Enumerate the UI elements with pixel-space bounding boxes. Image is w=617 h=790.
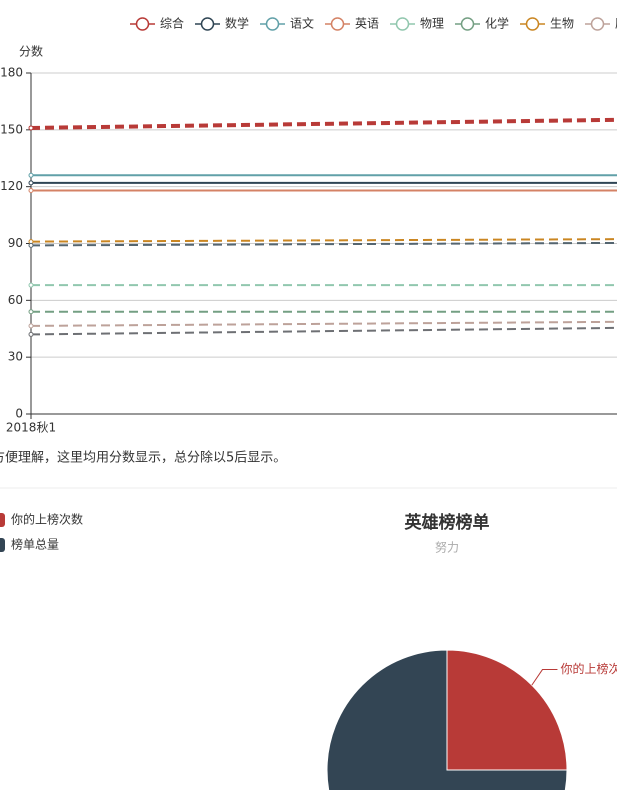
legend-icon xyxy=(395,17,410,31)
y-tick-label: 120 xyxy=(0,179,23,193)
legend-icon xyxy=(0,538,5,552)
series-line xyxy=(30,241,617,247)
series-line xyxy=(30,326,617,336)
series-line xyxy=(30,238,617,243)
y-axis-label: 分数 xyxy=(19,44,43,59)
legend-icon xyxy=(0,513,5,527)
legend-icon xyxy=(460,17,475,31)
legend-icon xyxy=(135,17,150,31)
point xyxy=(28,125,34,131)
pie-slice xyxy=(326,649,568,790)
legend-icon xyxy=(590,17,605,31)
note: 方便理解，这里均用分数显示，总分除以5后显示。 xyxy=(0,450,286,466)
pie-title: 英雄榜榜单 xyxy=(405,512,490,533)
point xyxy=(28,187,34,193)
legend-label: 英语 xyxy=(355,17,379,31)
point xyxy=(28,282,34,288)
legend-icon xyxy=(265,17,280,31)
legend-label: 语文 xyxy=(290,16,314,31)
legend-label: 数学 xyxy=(225,16,249,31)
y-tick-label: 150 xyxy=(0,122,23,136)
y-tick-label: 30 xyxy=(8,350,23,364)
point xyxy=(28,331,34,337)
point xyxy=(28,309,34,315)
legend-label: 生物 xyxy=(550,17,574,31)
legend-label: 物理 xyxy=(420,17,444,31)
legend-icon xyxy=(330,17,345,31)
legend-icon xyxy=(200,17,215,31)
label-line xyxy=(531,669,558,686)
series-line xyxy=(30,117,617,130)
pie-slice xyxy=(446,649,568,771)
point xyxy=(28,323,34,329)
legend-label: 历史 xyxy=(615,17,617,31)
legend-label: 榜单总量 xyxy=(11,537,59,552)
y-tick-label: 180 xyxy=(0,66,23,80)
legend-label: 综合 xyxy=(160,16,184,31)
legend-icon xyxy=(525,17,540,31)
y-tick-label: 90 xyxy=(8,236,23,250)
y-tick-label: 0 xyxy=(15,407,23,421)
series-line xyxy=(30,320,617,327)
legend-label: 你的上榜次数 xyxy=(11,512,83,527)
legend-label: 化学 xyxy=(485,16,509,31)
point xyxy=(28,172,34,178)
slice-label: 你的上榜次数 xyxy=(560,661,617,676)
pie-subtitle: 努力 xyxy=(435,540,459,555)
point xyxy=(28,242,34,248)
point xyxy=(28,180,34,186)
y-tick-label: 60 xyxy=(8,293,23,307)
x-tick-label: 2018秋1 xyxy=(6,421,56,435)
